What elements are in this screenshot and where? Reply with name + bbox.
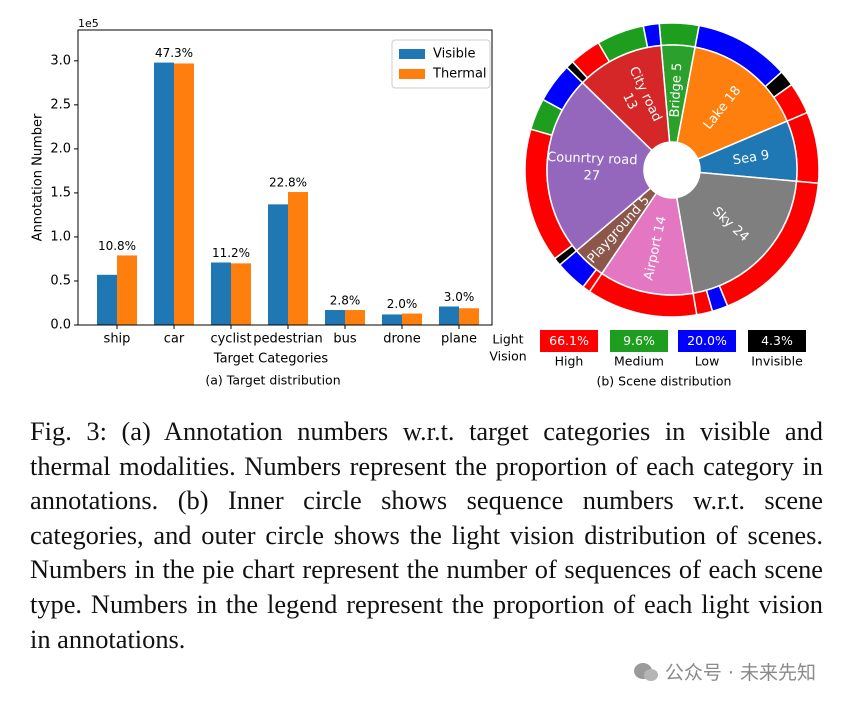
legend-swatch	[540, 330, 598, 352]
inner-wedge	[696, 120, 798, 183]
proportion-label: 10.8%	[98, 239, 136, 253]
wedge-label: Bridge 5	[667, 62, 685, 117]
x-tick-label: pedestrian	[253, 332, 323, 347]
bar	[439, 306, 459, 325]
figure: 0.0 0.5 1.0 1.5 2.0 2.5 3.0 ship 10.8% car 47.3% cy…	[31, 17, 820, 389]
inner-wedge	[546, 81, 654, 252]
legend-title: Vision	[489, 349, 526, 364]
legend-label: Low	[695, 354, 720, 369]
proportion-label: 11.2%	[212, 246, 250, 260]
bar	[97, 274, 117, 325]
wedge-label-line: 27	[583, 168, 600, 184]
wedge-label: Counrtry road27	[546, 150, 637, 185]
wedge-label-line: 13	[620, 91, 641, 112]
bar	[117, 255, 137, 325]
legend-value: 66.1%	[549, 333, 589, 348]
x-axis-label: Target Categories	[213, 352, 329, 367]
legend-swatch	[610, 330, 668, 352]
y-tick-label: 2.5	[50, 97, 71, 112]
inner-wedge	[675, 171, 798, 295]
x-tick-label: bus	[333, 332, 356, 347]
legend-swatch	[399, 69, 425, 79]
legend-label: Invisible	[751, 354, 803, 369]
legend-swatch	[399, 49, 425, 59]
legend-value: 9.6%	[623, 333, 655, 348]
watermark: 公众号 · 未来先知	[628, 656, 820, 687]
bar	[459, 308, 479, 325]
y-tick-label: 1.5	[50, 185, 71, 200]
bar	[268, 204, 288, 325]
watermark-icon	[633, 662, 658, 681]
proportion-label: 2.8%	[330, 294, 361, 308]
x-tick-label: car	[164, 332, 185, 347]
y-axis-label: Annotation Number	[31, 113, 46, 241]
bar	[382, 314, 402, 325]
y-tick-label: 3.0	[50, 53, 71, 68]
chart-title: (b) Scene distribution	[597, 374, 732, 389]
bar	[231, 263, 251, 325]
legend-value: 4.3%	[761, 333, 793, 348]
proportion-label: 22.8%	[269, 176, 307, 190]
bar	[211, 262, 231, 325]
proportion-label: 3.0%	[444, 290, 475, 304]
bar	[402, 313, 422, 325]
legend-swatch	[678, 330, 736, 352]
y-tick-label: 2.0	[50, 141, 71, 156]
wedge-label-line: Sea 9	[732, 147, 771, 167]
proportion-label: 2.0%	[387, 297, 418, 311]
legend-swatch	[748, 330, 806, 352]
bar	[345, 310, 365, 325]
y-tick-label: 0.0	[50, 318, 71, 333]
caption: Fig. 3: (a) Annotation numbers w.r.t. ta…	[30, 416, 823, 654]
bar	[325, 310, 345, 325]
x-tick-label: ship	[104, 332, 131, 347]
wedge-label-line: Bridge 5	[667, 62, 685, 117]
legend-label: Visible	[433, 47, 475, 62]
legend-label: High	[555, 354, 584, 369]
bar	[154, 62, 174, 325]
plot-frame	[77, 29, 493, 326]
legend-label: Medium	[614, 354, 664, 369]
x-tick-label: plane	[441, 332, 477, 347]
y-tick-label: 1.0	[50, 229, 71, 244]
inner-wedge	[581, 44, 671, 152]
x-tick-label: cyclist	[210, 332, 251, 347]
chart-title: (a) Target distribution	[205, 373, 340, 388]
outer-wedge	[658, 22, 701, 49]
bar	[174, 63, 194, 326]
x-tick-label: drone	[383, 332, 421, 347]
watermark-text: 公众号 · 未来先知	[664, 662, 816, 684]
y-tick-label: 0.5	[50, 273, 71, 288]
legend-title: Light	[492, 332, 523, 347]
y-offset-label: 1e5	[78, 17, 99, 30]
inner-wedge	[600, 192, 694, 296]
wedge-label: Sea 9	[732, 147, 771, 167]
proportion-label: 47.3%	[155, 46, 193, 60]
bar	[288, 192, 308, 325]
inner-wedge	[676, 46, 789, 161]
legend-value: 20.0%	[687, 333, 727, 348]
legend-label: Thermal	[432, 67, 487, 82]
wedge-label-line: Counrtry road	[547, 150, 638, 168]
